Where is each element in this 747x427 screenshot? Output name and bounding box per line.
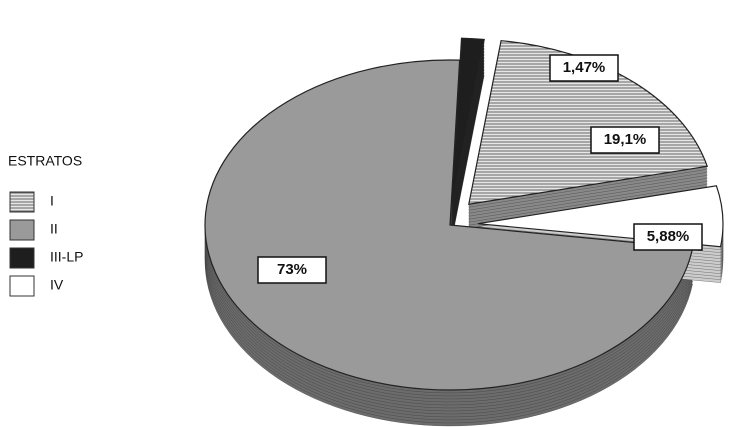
legend-label: IV [50, 277, 64, 293]
legend-title: ESTRATOS [8, 153, 82, 169]
legend-swatch [9, 247, 35, 269]
legend-label: I [50, 193, 54, 209]
label-box [257, 256, 327, 284]
label-box [590, 126, 660, 154]
legend-label: III-LP [50, 249, 83, 265]
legend-swatch [9, 275, 35, 297]
label-box [549, 54, 619, 82]
data-label: 19,1% [604, 131, 647, 148]
label-box [633, 223, 703, 251]
legend-swatch [9, 219, 35, 241]
data-label: 1,47% [563, 59, 606, 76]
slice [451, 37, 485, 204]
legend-swatch [9, 191, 35, 213]
slice [204, 59, 694, 391]
data-label: 5,88% [647, 228, 690, 245]
slice [468, 40, 709, 205]
legend-label: II [50, 221, 58, 237]
data-label: 73% [277, 261, 307, 278]
